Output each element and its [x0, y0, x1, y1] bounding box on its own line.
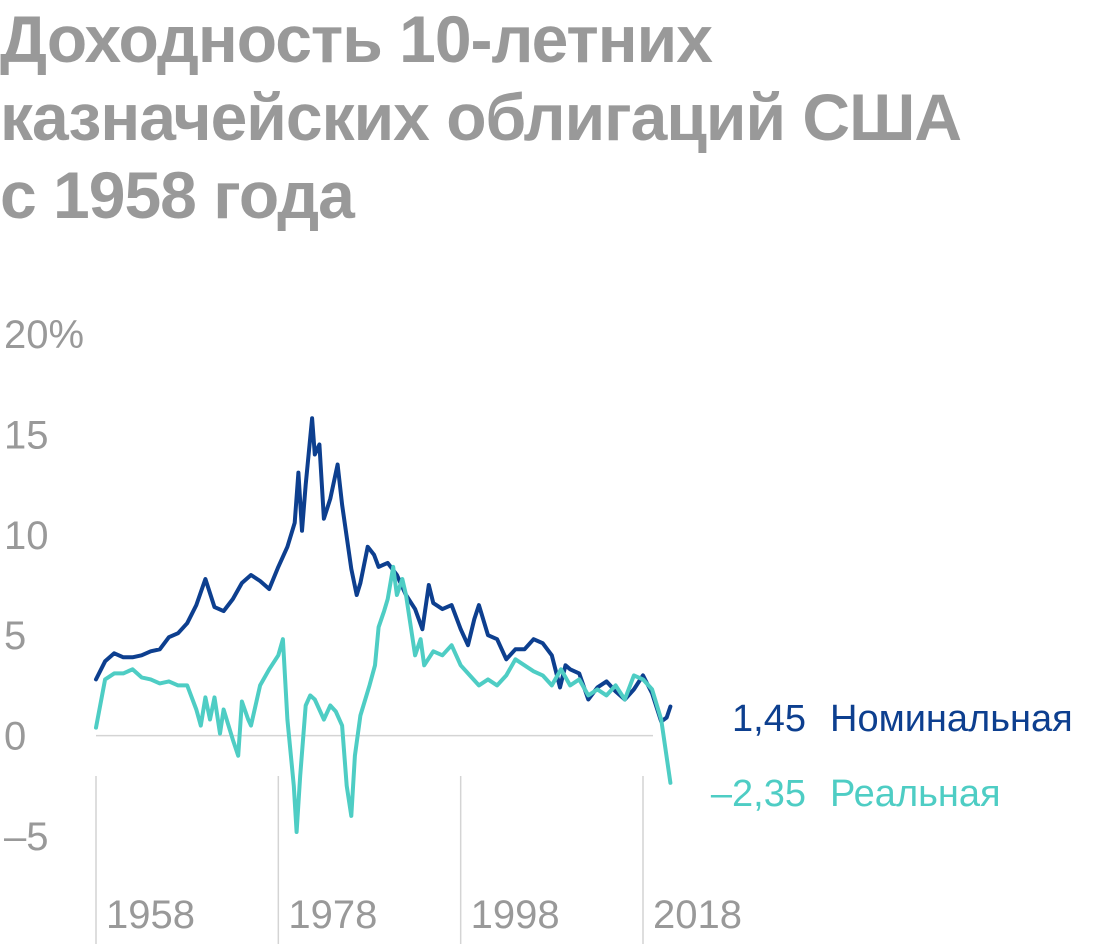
x-axis-ticks: 1958 1978 1998 2018	[106, 893, 742, 937]
y-tick-label: –5	[4, 815, 49, 859]
x-tick-label: 1978	[288, 893, 377, 937]
x-tick-label: 1958	[106, 893, 195, 937]
y-tick-label: 15	[4, 413, 49, 457]
chart-title-line-2: казначейских облигаций США	[0, 80, 962, 154]
y-tick-label: 0	[4, 715, 26, 759]
x-tick-label: 2018	[653, 893, 742, 937]
series-end-value-0: 1,45	[732, 698, 806, 740]
x-tick-label: 1998	[471, 893, 560, 937]
grid-lines	[95, 734, 653, 944]
y-tick-label: 10	[4, 514, 49, 558]
series-line-nominal	[94, 416, 673, 724]
series-end-value-1: –2,35	[711, 773, 806, 815]
chart-title-line-1: Доходность 10-летних	[0, 2, 713, 76]
series-name-0: Номинальная	[830, 698, 1073, 740]
series-lines	[94, 416, 673, 834]
series-end-labels: 1,45 Номинальная –2,35 Реальная	[711, 698, 1073, 815]
y-axis-ticks: 20% 15 10 5 0 –5	[4, 313, 84, 859]
y-tick-label: 5	[4, 614, 26, 658]
chart-title-line-3: с 1958 года	[0, 158, 355, 232]
series-line-real	[94, 564, 673, 834]
y-tick-label: 20%	[4, 313, 84, 357]
series-name-1: Реальная	[830, 773, 1001, 815]
chart-title: Доходность 10-летних казначейских облига…	[0, 0, 1110, 234]
